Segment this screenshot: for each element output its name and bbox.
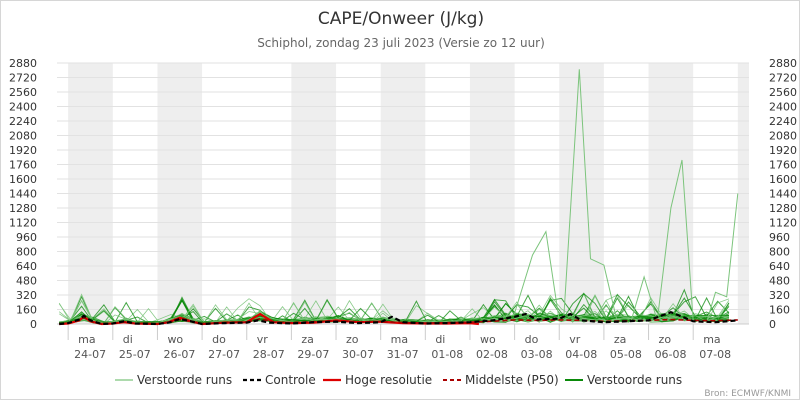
x-tick-weekday: wo [167,333,183,346]
y-tick-right: 2560 [769,86,797,99]
x-tick-date: 25-07 [119,348,151,361]
y-tick-left: 2560 [9,86,37,99]
legend-label: Controle [265,373,316,387]
chart-subtitle: Schiphol, zondag 23 juli 2023 (Versie zo… [257,36,545,50]
legend-item[interactable]: Verstoorde runs [115,373,232,387]
y-tick-left: 0 [30,318,37,331]
y-tick-right: 1120 [769,217,797,230]
x-tick-weekday: di [123,333,133,346]
x-tick-weekday: do [212,333,226,346]
x-tick-weekday: vr [257,333,269,346]
y-tick-left: 320 [16,289,37,302]
y-tick-left: 960 [16,231,37,244]
x-tick-date: 31-07 [387,348,419,361]
ensemble-spike-line [514,230,560,322]
x-tick-date: 02-08 [476,348,508,361]
x-tick-date: 24-07 [74,348,106,361]
y-tick-left: 800 [16,246,37,259]
y-tick-right: 320 [769,289,790,302]
legend-label: Hoge resolutie [345,373,432,387]
ensemble-spike-line [706,193,739,323]
ensemble-spike-line [657,159,694,322]
ensemble-spike-line [563,69,618,323]
x-tick-date: 30-07 [342,348,374,361]
x-tick-date: 06-08 [655,348,687,361]
legend-item[interactable]: Middelste (P50) [443,373,559,387]
legend-label: Middelste (P50) [465,373,559,387]
y-tick-left: 1760 [9,159,37,172]
x-tick-weekday: zo [659,333,672,346]
x-tick-weekday: za [614,333,627,346]
y-tick-right: 2240 [769,115,797,128]
y-tick-right: 1760 [769,159,797,172]
y-tick-right: 0 [769,318,776,331]
main-series [59,311,738,326]
y-tick-right: 1920 [769,144,797,157]
x-tick-date: 04-08 [565,348,597,361]
ensemble-spike-line [630,275,658,323]
y-tick-right: 1440 [769,188,797,201]
y-tick-left: 1280 [9,202,37,215]
y-tick-left: 2080 [9,130,37,143]
y-tick-right: 800 [769,246,790,259]
y-tick-left: 1120 [9,217,37,230]
y-tick-left: 2240 [9,115,37,128]
x-tick-date: 01-08 [431,348,463,361]
y-tick-right: 2720 [769,72,797,85]
y-tick-right: 960 [769,231,790,244]
y-tick-left: 160 [16,304,37,317]
y-tick-left: 480 [16,275,37,288]
y-tick-left: 1440 [9,188,37,201]
y-tick-right: 2080 [769,130,797,143]
legend: Verstoorde runs Controle Hoge resolutie Mid… [115,373,682,387]
x-tick-weekday: vr [569,333,581,346]
x-tick-date: 05-08 [610,348,642,361]
legend-label: Verstoorde runs [587,373,682,387]
x-tick-date: 03-08 [521,348,553,361]
legend-item[interactable]: Verstoorde runs [565,373,682,387]
x-tick-weekday: di [435,333,445,346]
x-tick-weekday: wo [480,333,496,346]
y-tick-right: 2400 [769,101,797,114]
y-tick-left: 640 [16,260,37,273]
legend-item[interactable]: Hoge resolutie [323,373,432,387]
x-tick-date: 28-07 [253,348,285,361]
y-tick-right: 1280 [769,202,797,215]
x-tick-date: 26-07 [163,348,195,361]
x-tick-weekday: ma [78,333,95,346]
y-tick-right: 1600 [769,173,797,186]
y-tick-right: 640 [769,260,790,273]
y-tick-left: 2720 [9,72,37,85]
x-tick-weekday: ma [391,333,408,346]
x-axis: ma 24-07 di 25-07 wo 26-07 do 27-07 vr 28-07 za 29-… [57,323,749,361]
x-tick-weekday: do [525,333,539,346]
y-tick-left: 2400 [9,101,37,114]
x-tick-date: 27-07 [208,348,240,361]
legend-item[interactable]: Controle [243,373,316,387]
y-tick-right: 480 [769,275,790,288]
y-tick-right: 160 [769,304,790,317]
x-tick-weekday: ma [703,333,720,346]
x-tick-date: 07-08 [699,348,731,361]
ensemble-run-line [58,300,730,325]
x-tick-weekday: za [301,333,314,346]
source-credit: Bron: ECMWF/KNMI [704,389,791,399]
chart-title: CAPE/Onweer (J/kg) [318,9,484,29]
series-line-controle [59,311,738,326]
x-tick-date: 29-07 [297,348,329,361]
y-tick-left: 1920 [9,144,37,157]
y-tick-left: 1600 [9,173,37,186]
x-tick-weekday: zo [346,333,359,346]
y-tick-left: 2880 [9,57,37,70]
legend-label: Verstoorde runs [137,373,232,387]
y-tick-right: 2880 [769,57,797,70]
